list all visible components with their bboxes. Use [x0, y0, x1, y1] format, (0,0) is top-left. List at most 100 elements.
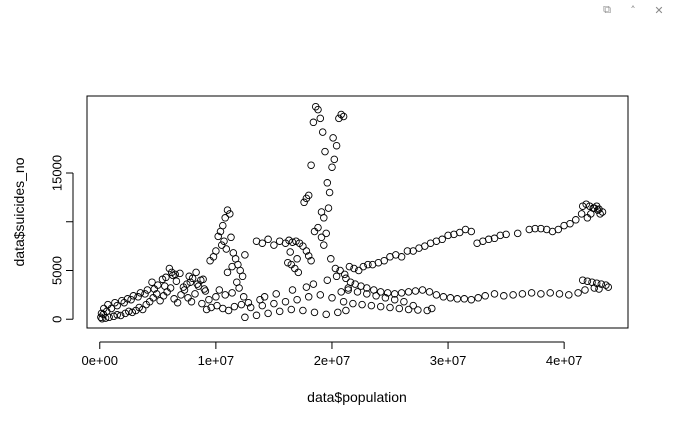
data-point — [581, 286, 589, 294]
data-point — [270, 241, 278, 249]
data-point — [400, 297, 408, 306]
data-point — [411, 287, 420, 295]
data-point — [256, 295, 264, 304]
data-point — [154, 281, 162, 289]
data-point — [185, 272, 193, 281]
data-point — [527, 289, 536, 297]
data-point — [293, 295, 301, 304]
data-point — [97, 313, 105, 322]
close-icon[interactable]: ✕ — [654, 3, 664, 17]
data-point — [513, 229, 522, 238]
data-point — [339, 297, 348, 306]
restore-icon[interactable]: ⧉ — [603, 3, 611, 16]
data-point — [200, 285, 209, 293]
data-point — [179, 283, 188, 291]
data-point — [287, 305, 296, 314]
data-point — [129, 292, 138, 300]
data-point — [323, 276, 332, 284]
data-point — [223, 268, 232, 277]
data-point — [226, 210, 234, 218]
data-point — [583, 277, 592, 285]
data-point — [335, 114, 343, 123]
data-point — [201, 287, 210, 295]
data-point — [293, 255, 301, 263]
data-point — [138, 305, 147, 314]
data-point — [230, 302, 239, 311]
data-point — [328, 163, 336, 171]
data-point — [310, 308, 319, 317]
data-point — [307, 256, 315, 265]
data-point — [213, 301, 221, 310]
data-point — [353, 288, 362, 296]
data-point — [342, 274, 350, 283]
collapse-icon[interactable]: ˄ — [630, 3, 636, 17]
data-point — [128, 308, 137, 317]
data-point — [221, 214, 229, 222]
data-point — [258, 239, 267, 247]
x-tick-label: 3e+07 — [430, 353, 467, 368]
data-point — [98, 314, 106, 323]
data-point — [594, 206, 602, 214]
y-tick-label: 5000 — [50, 256, 65, 285]
data-point — [324, 204, 333, 212]
data-point — [299, 242, 307, 250]
data-point — [304, 252, 313, 260]
y-tick-label: 0 — [50, 316, 65, 323]
data-point — [109, 312, 118, 321]
x-axis: 0e+00 1e+07 2e+07 3e+07 4e+07 — [82, 341, 582, 368]
data-point — [125, 307, 133, 316]
data-point — [198, 299, 206, 308]
data-point — [428, 304, 436, 313]
data-point — [184, 294, 192, 302]
data-point — [414, 306, 422, 314]
data-point — [337, 288, 345, 296]
data-point — [148, 278, 156, 286]
data-point — [330, 155, 339, 164]
data-point — [304, 293, 313, 301]
data-point — [403, 247, 412, 255]
data-point — [518, 290, 527, 298]
data-point — [595, 205, 603, 213]
data-point — [206, 256, 214, 265]
data-point — [111, 298, 119, 307]
data-point — [162, 273, 170, 282]
data-point — [574, 289, 582, 297]
data-point — [566, 219, 574, 228]
data-point — [446, 294, 455, 302]
data-point — [323, 179, 332, 187]
data-point — [205, 295, 213, 304]
data-point — [467, 227, 476, 236]
data-point — [202, 305, 211, 314]
y-axis-title: data$suicides_no — [11, 157, 27, 266]
data-point — [322, 229, 330, 238]
data-point — [425, 288, 434, 296]
data-point — [474, 294, 482, 302]
data-point — [199, 275, 207, 284]
data-point — [380, 256, 388, 265]
data-point — [244, 298, 253, 307]
data-point — [314, 105, 322, 114]
y-axis: 0 5000 15000 — [50, 155, 74, 323]
data-point — [239, 293, 248, 301]
data-point — [509, 291, 517, 299]
data-point — [285, 236, 293, 245]
data-point — [193, 280, 202, 288]
data-point — [171, 270, 179, 279]
data-point — [100, 304, 108, 313]
data-point — [288, 286, 297, 294]
data-point — [525, 225, 534, 234]
data-point — [113, 311, 121, 319]
data-point — [334, 308, 342, 317]
data-point — [219, 221, 227, 230]
data-point — [490, 290, 499, 298]
data-point — [192, 268, 200, 277]
data-point — [252, 311, 261, 320]
data-point — [578, 276, 587, 284]
data-point — [345, 262, 354, 271]
data-point — [284, 258, 292, 267]
data-point — [409, 247, 417, 255]
data-point — [432, 291, 441, 299]
data-point — [149, 294, 157, 302]
data-point — [291, 264, 299, 273]
